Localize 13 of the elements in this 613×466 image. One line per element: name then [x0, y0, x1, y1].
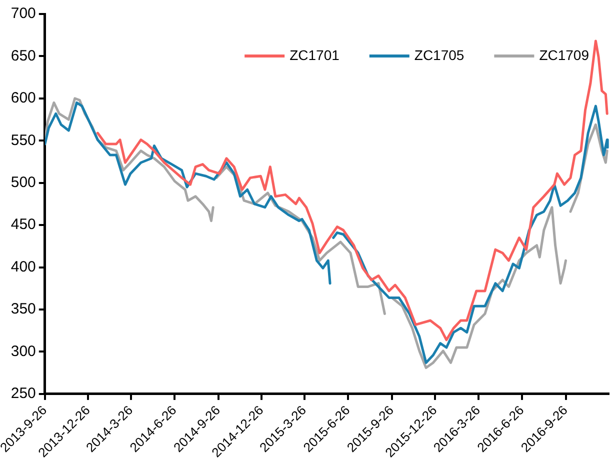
legend-label: ZC1701	[290, 46, 340, 63]
y-tick-label: 350	[10, 300, 36, 318]
y-tick-label: 700	[10, 5, 36, 22]
y-tick-label: 400	[10, 258, 36, 276]
y-tick-label: 450	[10, 216, 36, 234]
legend-label: ZC1709	[539, 46, 590, 63]
y-tick-label: 650	[10, 47, 36, 64]
y-tick-label: 600	[10, 90, 36, 107]
legend-label: ZC1705	[414, 46, 464, 63]
y-tick-label: 550	[10, 132, 36, 149]
y-tick-label: 500	[10, 174, 36, 192]
y-tick-label: 300	[10, 342, 36, 360]
y-tick-label: 250	[10, 385, 36, 402]
